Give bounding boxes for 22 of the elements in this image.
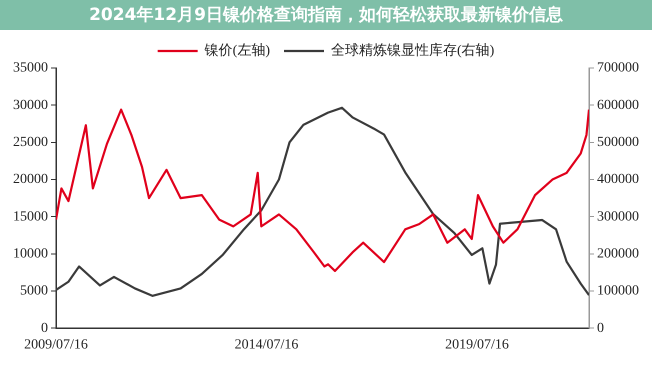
- y-tick-label: 5000: [20, 284, 48, 299]
- x-tick-label: 2014/07/16: [234, 337, 298, 352]
- y2-tick-label: 700000: [597, 60, 639, 76]
- x-tick-label: 2009/07/16: [24, 337, 88, 352]
- y-tick-label: 30000: [13, 98, 48, 113]
- y2-tick-label: 0: [597, 320, 604, 336]
- y-tick-label: 15000: [13, 209, 48, 224]
- y-tick-label: 0: [41, 320, 48, 336]
- y2-tick-label: 500000: [597, 135, 639, 150]
- y2-tick-label: 100000: [597, 284, 639, 299]
- y2-tick-label: 400000: [597, 172, 639, 188]
- y-tick-label: 10000: [13, 246, 48, 262]
- y2-tick-label: 200000: [597, 246, 639, 262]
- x-tick-label: 2019/07/16: [445, 337, 509, 352]
- y-tick-label: 20000: [13, 172, 48, 188]
- y-tick-label: 25000: [13, 135, 48, 150]
- y2-tick-label: 300000: [597, 209, 639, 224]
- legend-label: 全球精炼镍显性库存(右轴): [331, 42, 495, 59]
- y2-tick-label: 600000: [597, 98, 639, 113]
- y-tick-label: 35000: [13, 60, 48, 76]
- chart-title: 2024年12月9日镍价格查询指南，如何轻松获取最新镍价信息: [0, 0, 652, 30]
- legend-label: 镍价(左轴): [204, 42, 270, 59]
